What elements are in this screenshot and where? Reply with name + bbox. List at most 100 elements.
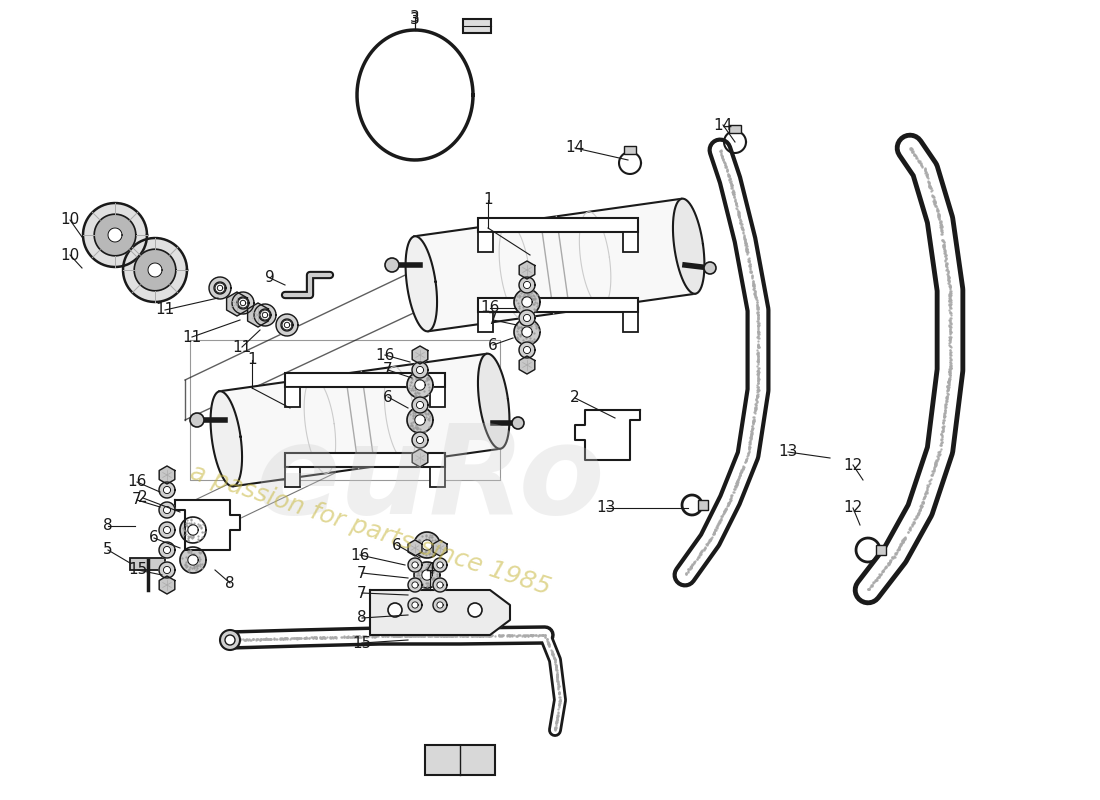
Circle shape — [468, 603, 482, 617]
Text: 1: 1 — [248, 353, 256, 367]
Text: 7: 7 — [358, 566, 366, 581]
Polygon shape — [408, 598, 422, 612]
Bar — [876, 545, 886, 555]
Polygon shape — [160, 502, 175, 518]
Polygon shape — [148, 263, 162, 277]
Polygon shape — [220, 354, 500, 486]
Text: 4: 4 — [426, 562, 434, 578]
Polygon shape — [260, 310, 270, 320]
Bar — [478, 298, 638, 312]
Polygon shape — [160, 482, 175, 498]
Bar — [478, 232, 493, 252]
Polygon shape — [437, 582, 443, 588]
Polygon shape — [180, 517, 206, 543]
Polygon shape — [524, 282, 530, 289]
Polygon shape — [407, 407, 433, 433]
Polygon shape — [478, 354, 509, 449]
Text: 15: 15 — [129, 562, 147, 578]
Polygon shape — [421, 570, 432, 580]
Polygon shape — [406, 236, 437, 331]
Text: 11: 11 — [232, 339, 252, 354]
Polygon shape — [227, 292, 248, 316]
Text: 10: 10 — [60, 213, 79, 227]
Bar — [285, 387, 300, 407]
Polygon shape — [164, 486, 170, 494]
Polygon shape — [524, 314, 530, 322]
Bar — [130, 558, 165, 570]
Polygon shape — [412, 346, 428, 364]
Text: 11: 11 — [183, 330, 201, 345]
Polygon shape — [411, 582, 418, 588]
Text: 6: 6 — [392, 538, 402, 553]
Text: 7: 7 — [383, 362, 393, 378]
Polygon shape — [519, 261, 535, 279]
Polygon shape — [421, 540, 432, 550]
Text: 9: 9 — [265, 270, 275, 286]
Text: 7: 7 — [132, 493, 142, 507]
Text: 14: 14 — [565, 141, 584, 155]
Text: 6: 6 — [383, 390, 393, 405]
Text: a passion for parts since 1985: a passion for parts since 1985 — [187, 460, 553, 600]
Text: 3: 3 — [410, 10, 420, 26]
Polygon shape — [412, 362, 428, 378]
Polygon shape — [282, 320, 292, 330]
Polygon shape — [411, 602, 418, 608]
Bar — [729, 125, 741, 133]
Text: 2: 2 — [570, 390, 580, 406]
Bar — [624, 146, 636, 154]
Polygon shape — [175, 500, 240, 550]
Text: 16: 16 — [350, 547, 370, 562]
Polygon shape — [180, 547, 206, 573]
Bar — [623, 312, 638, 332]
Polygon shape — [216, 283, 224, 293]
Text: 15: 15 — [352, 635, 372, 650]
Polygon shape — [164, 566, 170, 574]
Polygon shape — [276, 314, 298, 336]
Text: 3: 3 — [410, 13, 420, 27]
Polygon shape — [519, 356, 535, 374]
Polygon shape — [524, 346, 530, 354]
Circle shape — [385, 258, 399, 272]
Polygon shape — [160, 562, 175, 578]
Polygon shape — [433, 578, 447, 592]
Polygon shape — [284, 322, 289, 328]
Text: 7: 7 — [358, 586, 366, 601]
Polygon shape — [408, 578, 422, 592]
Text: 6: 6 — [150, 530, 158, 546]
Polygon shape — [95, 214, 135, 256]
Text: 16: 16 — [128, 474, 146, 490]
Polygon shape — [210, 391, 242, 486]
Polygon shape — [238, 298, 248, 308]
Polygon shape — [82, 203, 147, 267]
Polygon shape — [415, 415, 426, 425]
Polygon shape — [519, 342, 535, 358]
Polygon shape — [414, 562, 440, 588]
Polygon shape — [408, 540, 422, 556]
Polygon shape — [280, 319, 293, 331]
Text: 13: 13 — [779, 445, 798, 459]
Polygon shape — [437, 602, 443, 608]
Text: 16: 16 — [375, 347, 395, 362]
Polygon shape — [519, 277, 535, 293]
Polygon shape — [160, 522, 175, 538]
Text: 12: 12 — [844, 501, 862, 515]
Bar — [478, 312, 493, 332]
Text: euRo: euRo — [255, 419, 605, 541]
Polygon shape — [417, 437, 424, 443]
Circle shape — [512, 417, 524, 429]
Polygon shape — [188, 525, 198, 535]
Text: 2: 2 — [139, 490, 147, 506]
Polygon shape — [236, 297, 249, 309]
Text: 16: 16 — [481, 301, 499, 315]
Polygon shape — [433, 598, 447, 612]
Text: 8: 8 — [358, 610, 366, 626]
Circle shape — [388, 603, 401, 617]
Polygon shape — [408, 558, 422, 572]
Polygon shape — [521, 327, 532, 337]
Polygon shape — [412, 432, 428, 448]
Bar — [478, 218, 638, 232]
Polygon shape — [160, 466, 175, 484]
Text: 8: 8 — [103, 518, 113, 534]
Polygon shape — [164, 526, 170, 534]
Bar — [463, 19, 491, 33]
